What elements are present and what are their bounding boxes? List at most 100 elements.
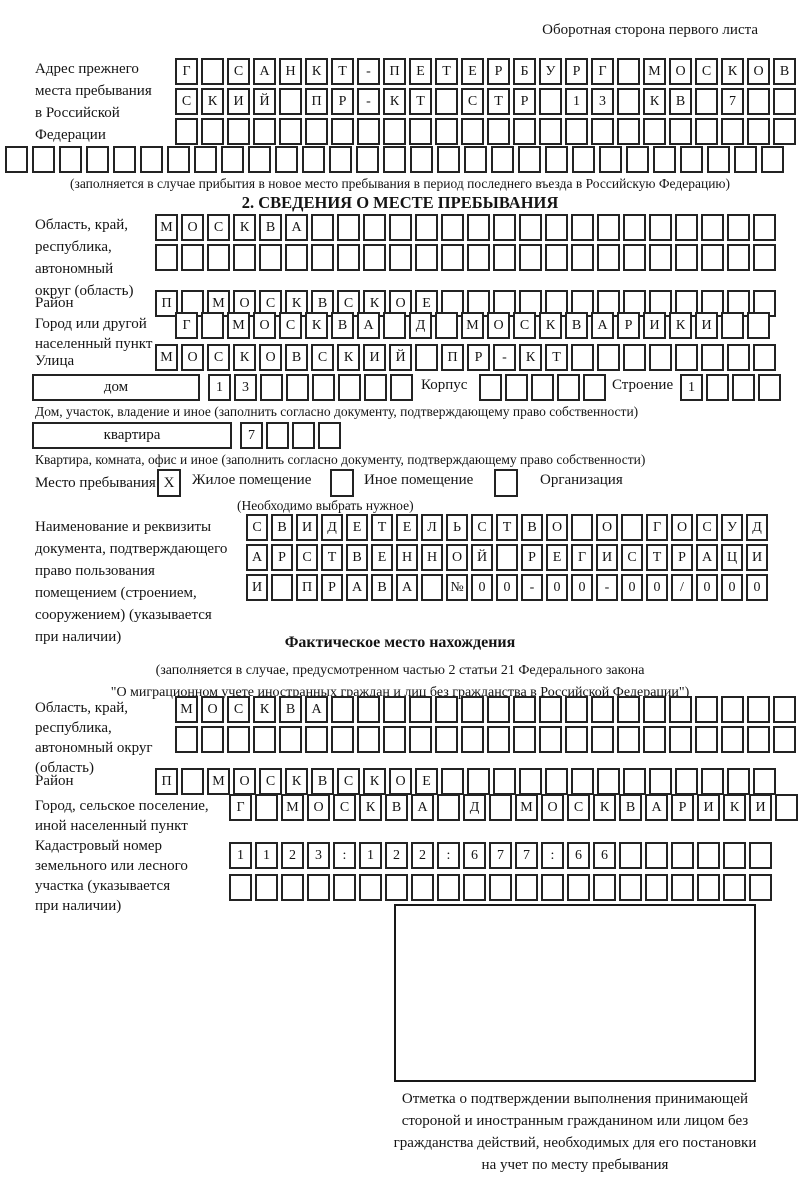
char-box[interactable]: Д bbox=[321, 514, 343, 541]
char-box[interactable] bbox=[333, 874, 356, 901]
char-box[interactable]: А bbox=[346, 574, 368, 601]
char-box[interactable] bbox=[775, 794, 798, 821]
char-box[interactable] bbox=[583, 374, 606, 401]
char-box[interactable]: А bbox=[357, 312, 380, 339]
char-box[interactable] bbox=[545, 146, 568, 173]
char-box[interactable] bbox=[435, 312, 458, 339]
char-box[interactable] bbox=[385, 874, 408, 901]
char-box[interactable]: М bbox=[515, 794, 538, 821]
char-box[interactable] bbox=[435, 88, 458, 115]
char-box[interactable] bbox=[539, 696, 562, 723]
char-box[interactable]: Р bbox=[671, 794, 694, 821]
char-box[interactable]: В bbox=[331, 312, 354, 339]
char-box[interactable] bbox=[421, 574, 443, 601]
char-box[interactable]: С bbox=[333, 794, 356, 821]
char-box[interactable]: Р bbox=[617, 312, 640, 339]
char-box[interactable] bbox=[175, 118, 198, 145]
char-box[interactable]: А bbox=[396, 574, 418, 601]
char-box[interactable] bbox=[181, 768, 204, 795]
char-box[interactable]: 1 bbox=[229, 842, 252, 869]
char-box[interactable] bbox=[747, 88, 770, 115]
char-box[interactable]: С bbox=[259, 290, 282, 317]
char-box[interactable]: В bbox=[259, 214, 282, 241]
char-box[interactable] bbox=[649, 344, 672, 371]
char-box[interactable] bbox=[545, 768, 568, 795]
char-box[interactable]: К bbox=[337, 344, 360, 371]
char-box[interactable] bbox=[753, 244, 776, 271]
char-box[interactable]: Е bbox=[409, 58, 432, 85]
char-box[interactable]: И bbox=[363, 344, 386, 371]
char-box[interactable]: Р bbox=[565, 58, 588, 85]
char-box[interactable] bbox=[493, 214, 516, 241]
char-box[interactable] bbox=[565, 726, 588, 753]
char-box[interactable] bbox=[721, 696, 744, 723]
char-box[interactable] bbox=[479, 374, 502, 401]
char-box[interactable] bbox=[307, 874, 330, 901]
char-box[interactable]: Ь bbox=[446, 514, 468, 541]
char-box[interactable] bbox=[175, 726, 198, 753]
char-box[interactable]: П bbox=[441, 344, 464, 371]
char-box[interactable]: П bbox=[383, 58, 406, 85]
char-box[interactable]: С bbox=[471, 514, 493, 541]
char-box[interactable] bbox=[773, 726, 796, 753]
char-box[interactable] bbox=[695, 118, 718, 145]
char-box[interactable]: С bbox=[695, 58, 718, 85]
char-box[interactable] bbox=[513, 726, 536, 753]
char-box[interactable] bbox=[59, 146, 82, 173]
char-box[interactable] bbox=[723, 874, 746, 901]
char-box[interactable] bbox=[181, 244, 204, 271]
char-box[interactable] bbox=[623, 214, 646, 241]
char-box[interactable]: Г bbox=[646, 514, 668, 541]
char-box[interactable] bbox=[643, 696, 666, 723]
char-box[interactable] bbox=[675, 244, 698, 271]
char-box[interactable] bbox=[337, 244, 360, 271]
char-box[interactable] bbox=[292, 422, 315, 449]
char-box[interactable]: 0 bbox=[496, 574, 518, 601]
char-box[interactable]: С bbox=[567, 794, 590, 821]
char-box[interactable]: А bbox=[696, 544, 718, 571]
char-box[interactable] bbox=[649, 768, 672, 795]
char-box[interactable] bbox=[695, 88, 718, 115]
char-box[interactable]: С bbox=[461, 88, 484, 115]
char-box[interactable]: М bbox=[227, 312, 250, 339]
char-box[interactable] bbox=[201, 726, 224, 753]
char-box[interactable] bbox=[727, 214, 750, 241]
char-box[interactable]: К bbox=[305, 58, 328, 85]
char-box[interactable] bbox=[539, 726, 562, 753]
char-box[interactable] bbox=[701, 344, 724, 371]
char-box[interactable]: К bbox=[359, 794, 382, 821]
char-box[interactable] bbox=[617, 696, 640, 723]
char-box[interactable]: Г bbox=[591, 58, 614, 85]
char-box[interactable] bbox=[571, 514, 593, 541]
char-box[interactable]: Д bbox=[409, 312, 432, 339]
char-box[interactable] bbox=[338, 374, 361, 401]
char-box[interactable]: Т bbox=[331, 58, 354, 85]
char-box[interactable] bbox=[437, 874, 460, 901]
char-box[interactable] bbox=[675, 344, 698, 371]
char-box[interactable]: О bbox=[181, 214, 204, 241]
char-box[interactable]: К bbox=[233, 214, 256, 241]
char-box[interactable] bbox=[721, 312, 744, 339]
char-box[interactable] bbox=[617, 726, 640, 753]
char-box[interactable]: М bbox=[643, 58, 666, 85]
char-box[interactable]: Р bbox=[671, 544, 693, 571]
char-box[interactable] bbox=[695, 726, 718, 753]
char-box[interactable] bbox=[545, 214, 568, 241]
char-box[interactable] bbox=[505, 374, 528, 401]
char-box[interactable]: 1 bbox=[359, 842, 382, 869]
char-box[interactable]: В bbox=[773, 58, 796, 85]
char-box[interactable]: У bbox=[539, 58, 562, 85]
char-box[interactable] bbox=[758, 374, 781, 401]
char-box[interactable]: Е bbox=[461, 58, 484, 85]
char-box[interactable]: 7 bbox=[721, 88, 744, 115]
char-box[interactable]: М bbox=[281, 794, 304, 821]
char-box[interactable] bbox=[571, 244, 594, 271]
char-box[interactable]: С bbox=[207, 344, 230, 371]
char-box[interactable] bbox=[415, 214, 438, 241]
char-box[interactable]: 3 bbox=[591, 88, 614, 115]
char-box[interactable]: Ц bbox=[721, 544, 743, 571]
char-box[interactable] bbox=[565, 118, 588, 145]
char-box[interactable] bbox=[675, 214, 698, 241]
char-box[interactable]: Т bbox=[321, 544, 343, 571]
char-box[interactable] bbox=[201, 118, 224, 145]
